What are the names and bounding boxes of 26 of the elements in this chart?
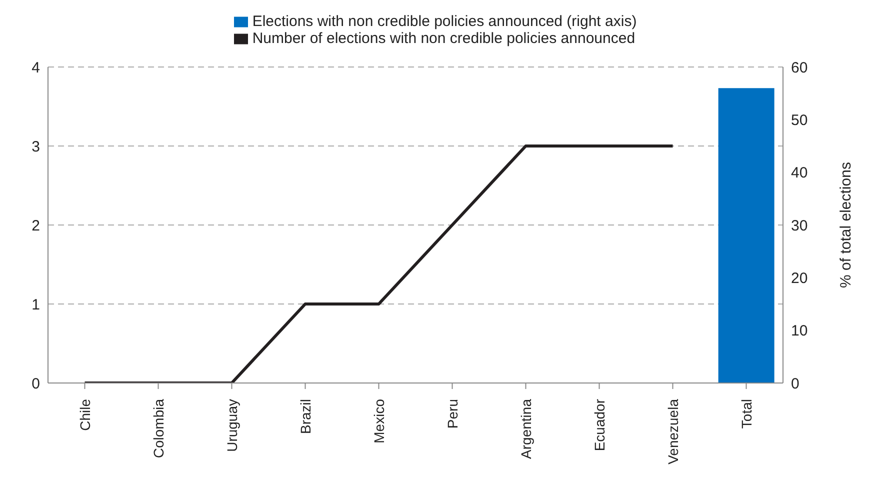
x-tick-label: Brazil: [297, 399, 314, 434]
x-tick-label: Colombia: [150, 398, 166, 458]
legend-label: Number of elections with non credible policies announced: [252, 30, 636, 47]
y2-tick-label: 50: [791, 112, 808, 129]
x-tick-label: Chile: [76, 398, 93, 431]
x-tick-label: Uruguay: [224, 399, 240, 452]
y-tick-label: 3: [32, 138, 40, 156]
x-tick-label: Venezuela: [664, 398, 681, 464]
x-tick-label: Ecuador: [591, 398, 608, 452]
y2-tick-label: 0: [791, 375, 800, 392]
legend-label: Elections with non credible policies announced (right axis): [252, 13, 637, 30]
y2-tick-label: 20: [791, 270, 808, 287]
y-tick-label: 2: [32, 217, 40, 234]
x-tick-label: Mexico: [370, 398, 387, 444]
line-series: [83, 144, 674, 383]
x-tick-label: Total: [738, 399, 754, 429]
y2-axis-title: % of total elections: [837, 162, 854, 288]
y-tick-label: 0: [32, 375, 40, 392]
y2-tick-label: 30: [791, 217, 808, 234]
y2-tick-label: 40: [791, 164, 808, 182]
x-tick-label: Argentina: [518, 398, 534, 459]
y2-tick-label: 10: [791, 322, 808, 340]
x-tick-label: Peru: [444, 399, 460, 429]
y2-tick-label: 60: [791, 59, 808, 76]
y-tick-label: 1: [32, 296, 40, 314]
y-tick-label: 4: [32, 59, 40, 76]
